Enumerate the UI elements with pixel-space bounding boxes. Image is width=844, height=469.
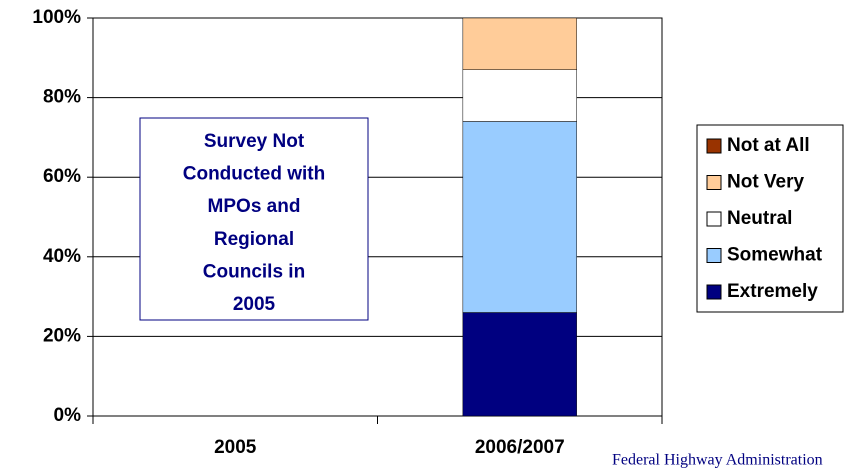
legend-label: Extremely: [727, 281, 818, 302]
annotation-box: [139, 117, 369, 321]
annotation: Regional: [214, 229, 294, 250]
bar-segment: [462, 69, 577, 122]
y-tick-label: 20%: [43, 325, 81, 346]
bar-segment: [462, 121, 577, 313]
annotation: Councils in: [203, 261, 305, 282]
x-tick-label: 2006/2007: [475, 437, 565, 458]
x-tick-label: 2005: [214, 437, 257, 458]
legend-label: Not at All: [727, 135, 810, 156]
legend-swatch: [706, 211, 722, 227]
annotation: MPOs and: [208, 196, 301, 217]
bar-segment: [462, 312, 577, 417]
legend-swatch: [706, 248, 722, 263]
legend-label: Somewhat: [727, 245, 823, 266]
y-tick-label: 100%: [32, 7, 81, 28]
y-tick-label: 80%: [43, 87, 81, 108]
y-tick-label: 60%: [43, 166, 81, 187]
legend-swatch: [706, 175, 722, 190]
legend-swatch: [706, 284, 722, 300]
legend-swatch: [706, 138, 722, 154]
y-tick-label: 0%: [54, 405, 82, 426]
source: Federal Highway Administration: [612, 452, 823, 469]
annotation: Survey Not: [204, 131, 305, 152]
annotation: Conducted with: [183, 164, 325, 185]
legend-label: Neutral: [727, 208, 792, 229]
bar-segment: [462, 17, 577, 70]
annotation: 2005: [233, 294, 276, 315]
legend-label: Not Very: [727, 172, 805, 193]
y-tick-label: 40%: [43, 246, 81, 267]
